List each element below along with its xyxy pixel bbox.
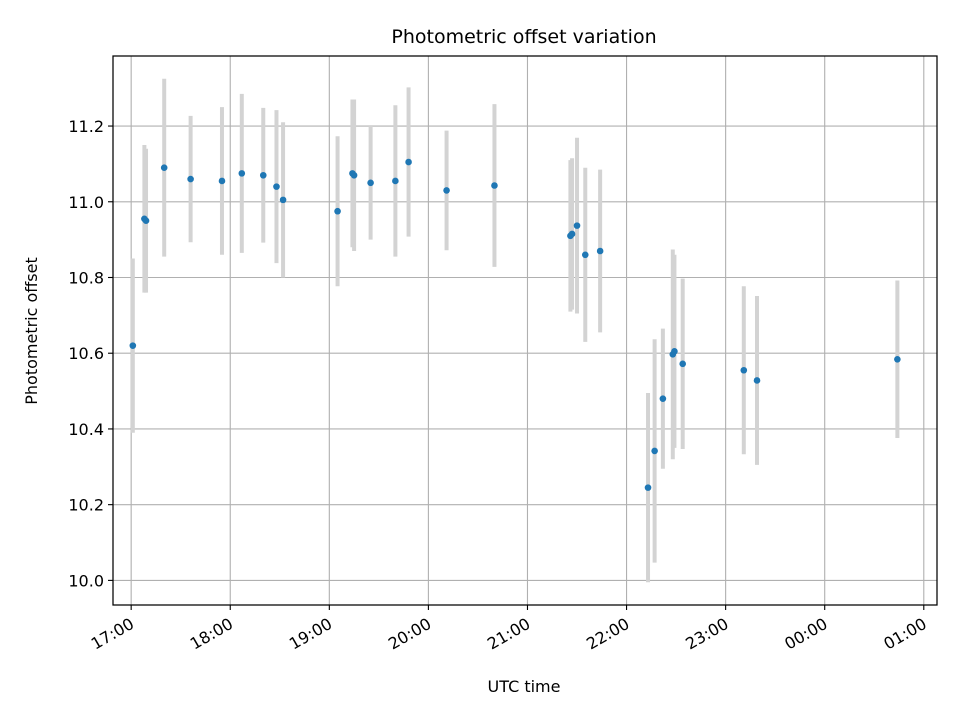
data-point [573,222,581,229]
data-points [129,158,901,491]
data-point [259,171,267,179]
x-tick-label: 22:00 [583,614,632,654]
data-point [581,251,589,259]
x-tick-label: 18:00 [187,614,236,654]
data-point [740,366,748,374]
data-point [894,355,901,363]
chart-title: Photometric offset variation [391,26,656,48]
plot-frame [112,55,938,606]
errorbars [130,78,900,583]
grid [113,56,937,605]
x-axis: 17:00 18:00 19:00 20:00 21:00 22:00 23:00 00:00… [88,605,930,654]
x-axis-title: UTC time [488,677,561,696]
data-point [753,377,761,384]
y-tick-label: 11.0 [68,193,104,212]
data-point [659,395,667,402]
data-point [568,230,576,238]
x-tick-label: 19:00 [286,614,335,654]
data-point [651,447,658,455]
data-point [273,183,280,190]
data-point [644,484,652,491]
y-tick-label: 10.4 [68,420,104,439]
y-axis-title: Photometric offset [22,257,41,405]
y-tick-label: 11.2 [68,117,104,136]
x-tick-label: 17:00 [88,614,137,654]
data-point [671,348,678,355]
data-point [367,179,374,187]
data-point [238,170,246,177]
x-tick-label: 20:00 [385,614,434,654]
data-point [129,342,137,349]
data-point [279,196,287,204]
data-point [596,247,604,255]
x-tick-label: 01:00 [880,614,929,654]
data-point [142,217,150,224]
x-tick-label: 23:00 [682,614,731,654]
data-point [218,177,226,185]
y-tick-label: 10.2 [68,496,104,515]
data-point [392,177,399,185]
y-axis: 10.0 10.2 10.4 10.6 10.8 11.0 11.2 [68,117,113,590]
data-point [187,175,194,183]
data-point [160,164,168,171]
data-point [334,207,341,215]
data-point [491,182,498,189]
y-tick-label: 10.6 [68,344,104,363]
x-tick-label: 21:00 [484,614,533,654]
data-point [405,158,412,166]
data-point [443,187,450,194]
y-tick-label: 10.0 [68,571,104,590]
y-tick-label: 10.8 [68,268,104,287]
x-tick-label: 00:00 [781,614,830,654]
data-point [679,360,686,368]
data-point [350,171,358,179]
